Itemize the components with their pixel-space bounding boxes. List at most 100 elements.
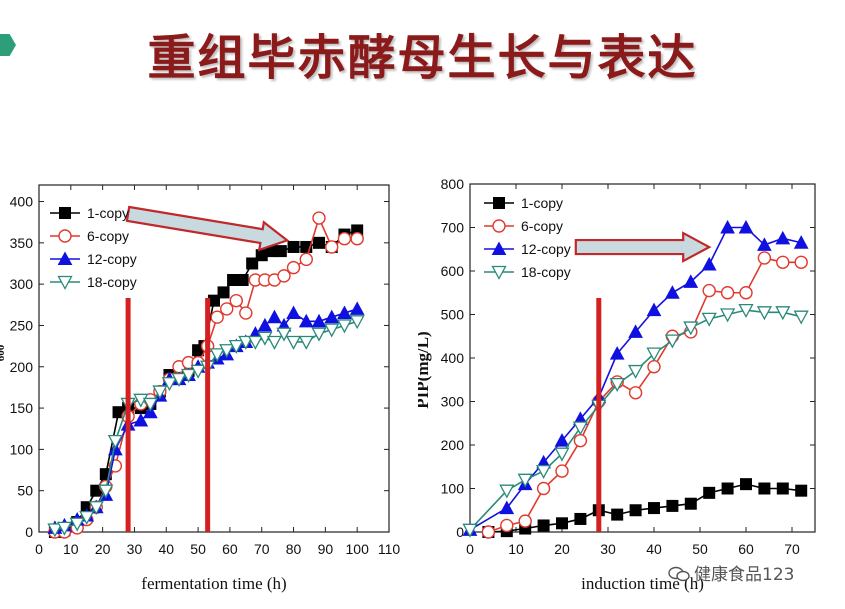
data-point — [350, 232, 364, 246]
x-tick-label: 40 — [646, 541, 662, 557]
y-tick-label: 0 — [456, 524, 464, 540]
data-point — [287, 240, 300, 253]
y-tick-label: 800 — [441, 176, 465, 192]
data-point — [703, 486, 716, 499]
data-point — [217, 286, 230, 299]
x-axis-label: fermentation time (h) — [141, 574, 286, 593]
legend-label: 6-copy — [87, 228, 129, 244]
data-point — [757, 251, 772, 265]
time-marker-line — [125, 298, 131, 532]
data-point — [793, 310, 809, 325]
y-tick-label: 0 — [25, 524, 33, 540]
data-point — [573, 433, 588, 448]
x-tick-label: 70 — [784, 541, 800, 557]
series-18-copy — [462, 303, 809, 538]
legend-marker — [57, 251, 73, 265]
x-tick-label: 0 — [35, 541, 43, 557]
data-point — [738, 303, 754, 319]
data-point — [180, 368, 197, 383]
legend-marker — [491, 265, 507, 280]
data-point — [756, 306, 772, 321]
data-point — [236, 274, 249, 287]
data-point — [246, 257, 259, 270]
x-tick-label: 20 — [95, 541, 111, 557]
data-point — [775, 306, 791, 321]
data-point — [298, 313, 314, 328]
data-point — [721, 482, 734, 495]
legend-marker — [492, 219, 506, 233]
data-point — [107, 434, 123, 449]
data-point — [336, 319, 353, 334]
series-line — [469, 309, 802, 531]
data-point — [298, 335, 314, 350]
data-point — [740, 478, 752, 491]
y-tick-label: 400 — [441, 350, 465, 366]
legend-label: 1-copy — [521, 195, 563, 211]
x-tick-label: 100 — [346, 541, 370, 557]
data-point — [311, 327, 327, 342]
y-tick-label: 400 — [10, 194, 34, 210]
watermark-text: 健康食品123 — [694, 565, 795, 585]
data-point — [556, 517, 568, 530]
x-tick-label: 60 — [222, 541, 238, 557]
expression-chart: 0 10 20 30 40 50 60 700100200300400500600700800… — [418, 176, 816, 593]
data-point — [609, 346, 625, 360]
series-1-copy — [482, 478, 808, 538]
data-point — [257, 317, 273, 332]
y-tick-label: 50 — [17, 483, 33, 499]
data-point — [313, 236, 325, 249]
data-point — [574, 512, 587, 525]
data-point — [775, 230, 791, 245]
data-point — [648, 502, 660, 515]
x-tick-label: 0 — [466, 541, 474, 557]
data-point — [276, 327, 292, 342]
data-point — [324, 309, 340, 324]
legend-marker — [493, 197, 505, 209]
x-tick-label: 30 — [600, 541, 616, 557]
data-point — [536, 481, 551, 496]
data-point — [324, 323, 340, 338]
y-tick-label: 200 — [441, 437, 465, 453]
y-tick-label: 350 — [10, 235, 34, 251]
data-point — [142, 397, 158, 412]
y-tick-label: 500 — [441, 307, 465, 323]
time-marker-line — [205, 298, 211, 532]
data-point — [257, 331, 273, 346]
arrow-shape — [574, 231, 712, 263]
x-tick-label: 110 — [378, 541, 401, 557]
data-point — [220, 302, 234, 316]
data-point — [628, 364, 644, 379]
data-point — [462, 523, 478, 538]
x-tick-label: 50 — [692, 541, 708, 557]
data-point — [664, 334, 680, 349]
data-point — [499, 484, 515, 499]
data-point — [666, 499, 679, 512]
data-point — [795, 484, 808, 497]
slide-title: 重组毕赤酵母生长与表达 — [147, 30, 698, 86]
trend-arrow — [574, 231, 712, 263]
data-point — [239, 306, 253, 320]
data-point — [776, 255, 790, 270]
x-tick-label: 40 — [158, 541, 174, 557]
legend-marker — [59, 207, 71, 219]
data-point — [190, 364, 206, 379]
data-point — [285, 335, 302, 350]
data-point — [536, 464, 552, 479]
x-tick-label: 30 — [127, 541, 143, 557]
x-tick-label: 10 — [63, 541, 79, 557]
data-point — [299, 252, 313, 267]
data-point — [684, 497, 697, 510]
x-tick-label: 50 — [190, 541, 206, 557]
y-tick-label: 300 — [441, 394, 465, 410]
y-tick-label: 100 — [441, 481, 465, 497]
data-point — [701, 312, 717, 327]
data-point — [349, 315, 365, 330]
data-point — [325, 240, 339, 254]
legend-label: 12-copy — [521, 241, 571, 257]
data-point — [337, 305, 352, 320]
data-point — [337, 232, 352, 246]
x-tick-label: 60 — [738, 541, 754, 557]
corner-tab — [0, 34, 16, 56]
data-point — [720, 219, 735, 234]
x-tick-label: 70 — [254, 541, 270, 557]
